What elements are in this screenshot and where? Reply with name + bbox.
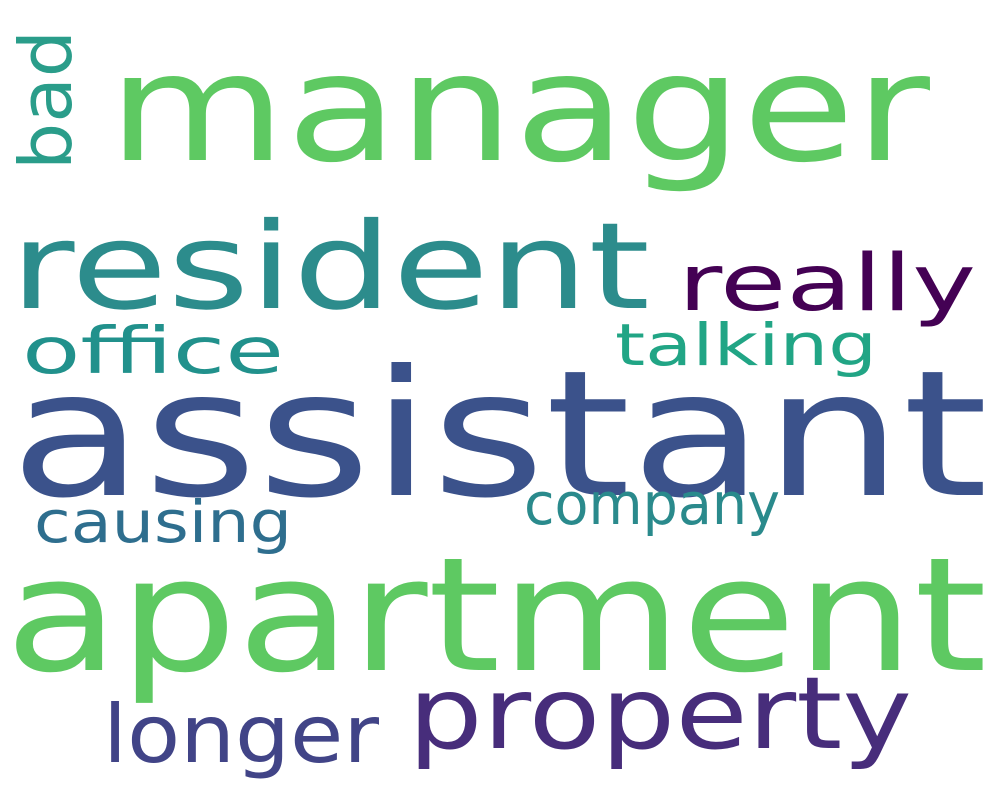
word-talking: talking (615, 311, 877, 379)
word-resident: resident (10, 198, 650, 337)
word-office: office (22, 315, 284, 389)
word-causing: causing (34, 488, 292, 556)
word-really: really (678, 239, 976, 329)
word-company: company (524, 470, 780, 538)
word-assistant: assistant (10, 334, 988, 537)
word-manager: manager (108, 22, 930, 196)
word-bad: bad (4, 30, 88, 170)
word-property: property (408, 655, 912, 772)
word-apartment: apartment (5, 524, 987, 708)
word-longer: longer (103, 688, 379, 781)
